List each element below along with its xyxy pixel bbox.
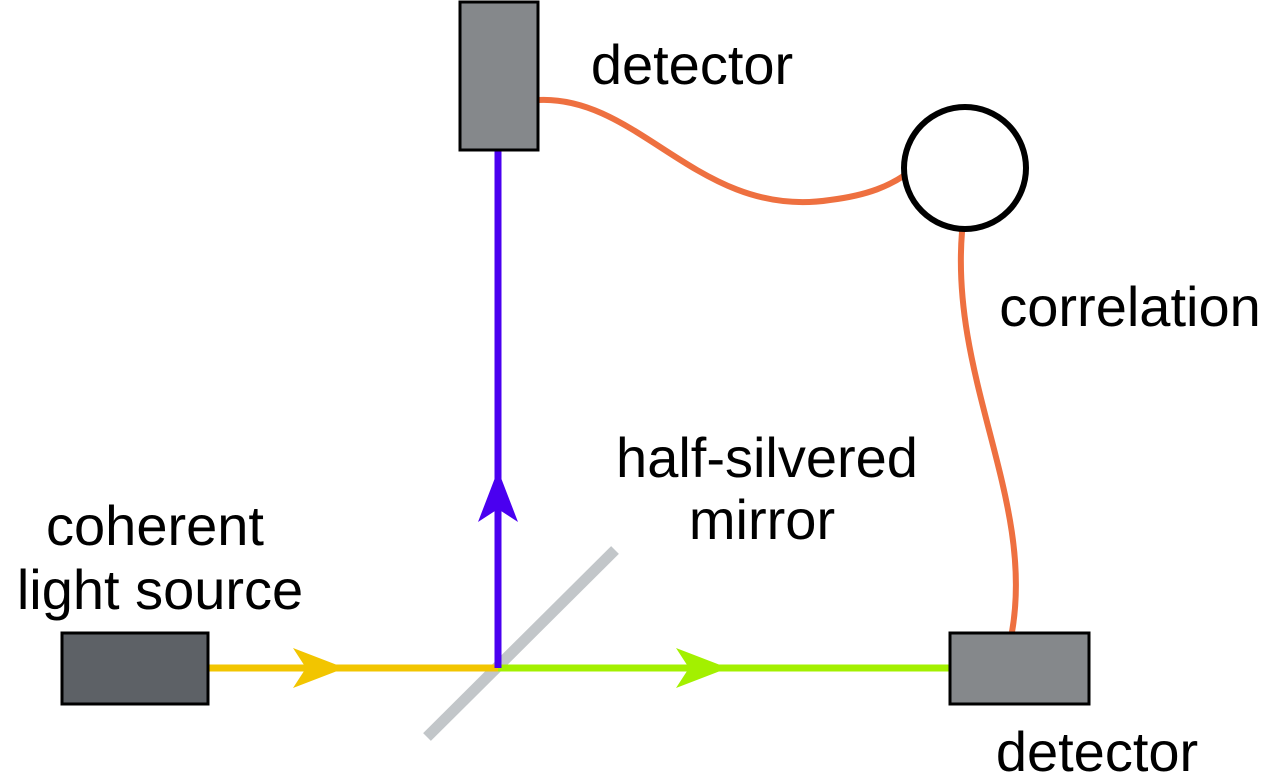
label-correlation: correlation bbox=[999, 275, 1260, 338]
label-mirror-line2: mirror bbox=[689, 488, 835, 551]
arrow-icon bbox=[676, 648, 728, 688]
label-detector-right: detector bbox=[996, 720, 1198, 774]
detector-top-box bbox=[458, 0, 540, 152]
label-detector-top: detector bbox=[591, 33, 793, 96]
label-source-line2: light source bbox=[17, 558, 303, 621]
correlation-wire-top bbox=[535, 96, 908, 205]
correlation-wire-right bbox=[957, 229, 1019, 635]
detector-right-box bbox=[948, 631, 1091, 706]
arrow-icon bbox=[293, 648, 345, 688]
arrow-icon bbox=[478, 470, 518, 522]
label-mirror-line1: half-silvered bbox=[616, 426, 918, 489]
circle-icon bbox=[901, 104, 1029, 232]
half-silvered-mirror bbox=[423, 546, 619, 741]
label-source-line1: coherent bbox=[46, 494, 264, 557]
light-source-box bbox=[60, 631, 210, 706]
